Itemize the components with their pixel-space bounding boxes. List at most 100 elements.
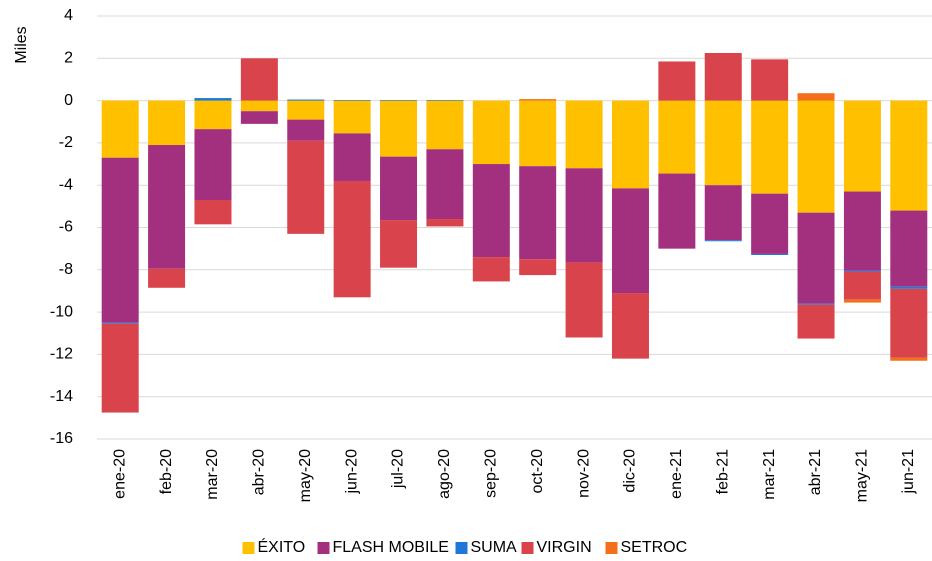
bar-segment [333,133,371,181]
legend-swatch [521,542,534,554]
legend-swatch [455,542,468,554]
bar-segment [472,100,510,165]
bar-segment [240,100,278,112]
x-tick-label: jul-20 [390,449,407,489]
x-tick-label: sep-20 [483,449,500,498]
y-tick-label: -16 [50,430,73,447]
y-tick-label: -8 [59,261,73,278]
x-tick-label: feb-20 [158,449,175,494]
y-tick-label: -10 [50,303,73,320]
x-tick-label: mar-20 [204,449,221,500]
y-tick-label: -12 [50,346,73,363]
bar-segment [287,140,325,234]
bar-segment [380,99,418,101]
bar-segment [519,99,557,101]
bar-segment [797,100,835,213]
bar-segment [797,212,835,304]
legend-swatch [242,542,255,554]
bar-segment [101,322,139,324]
legend-label: SETROC [621,539,688,556]
bar-segment [890,288,928,358]
x-tick-label: abr-21 [807,449,824,495]
bar-segment [843,100,881,192]
bar-segment [611,100,649,189]
bar-segment [148,100,186,146]
bar-segment [287,99,325,101]
bar-segment [797,303,835,305]
bar-segment [380,156,418,221]
bar-segment [565,168,603,263]
bar-segment [426,100,464,150]
y-tick-label: 4 [64,7,73,24]
x-tick-label: oct-20 [529,449,546,494]
legend-label: ÉXITO [258,537,306,556]
bar-segment [333,180,371,298]
x-tick-label: jun-21 [900,449,917,495]
bar-segment [658,173,696,249]
bar-segment [843,191,881,271]
bar-segment [426,219,464,227]
bar-segment [611,188,649,294]
bar-segment [890,100,928,211]
x-tick-label: dic-20 [622,449,639,493]
y-tick-label: 0 [64,92,73,109]
bar-segment [333,99,371,101]
bar-segment [380,220,418,268]
bar-segment [704,185,742,241]
bar-segment [751,100,789,194]
bar-segment [101,323,139,413]
bar-segment [843,299,881,303]
bar-segment [240,58,278,101]
bar-segment [194,100,232,130]
bar-segment [472,164,510,258]
bar-segment [797,93,835,101]
x-tick-label: ago-20 [436,449,453,499]
bar-segment [380,100,418,157]
y-tick-label: -14 [50,388,73,405]
bar-segment [148,268,186,288]
bar-segment [287,119,325,141]
bar-segment [519,166,557,260]
legend-label: FLASH MOBILE [333,539,449,556]
bar-segment [890,357,928,361]
bar-segment [565,262,603,338]
y-tick-label: -2 [59,134,73,151]
x-tick-label: jun-20 [343,449,360,495]
x-tick-label: abr-20 [251,449,268,495]
bar-segment [658,100,696,174]
legend-label: VIRGIN [537,539,592,556]
bar-segment [333,100,371,134]
bar-segment [565,100,603,169]
bar-segment [890,286,928,289]
bar-segment [426,149,464,220]
legend-label: SUMA [471,539,518,556]
x-tick-label: ene-21 [668,449,685,499]
bar-segment [751,193,789,254]
bar-segment [426,99,464,101]
bar-segment [519,259,557,276]
x-tick-label: ene-20 [111,449,128,499]
bar-segment [194,200,232,225]
bar-segment [101,100,139,158]
bar-segment [704,53,742,101]
x-tick-label: may-20 [297,449,314,502]
bar-segment [890,210,928,287]
bar-segment [194,129,232,201]
bar-segment [611,293,649,359]
bar-segment [704,100,742,186]
legend-swatch [605,542,618,554]
bar-segment [194,98,232,101]
x-tick-label: nov-20 [575,449,592,498]
bar-segment [101,157,139,323]
bar-segment [704,240,742,242]
bar-segment [751,59,789,101]
bar-segment [472,257,510,282]
bar-segment [843,270,881,272]
bar-segment [797,304,835,339]
bar-segment [519,100,557,167]
bar-segment [287,100,325,120]
y-tick-label: 2 [64,50,73,67]
x-tick-label: mar-21 [761,449,778,500]
y-axis-label: Miles [13,26,30,63]
